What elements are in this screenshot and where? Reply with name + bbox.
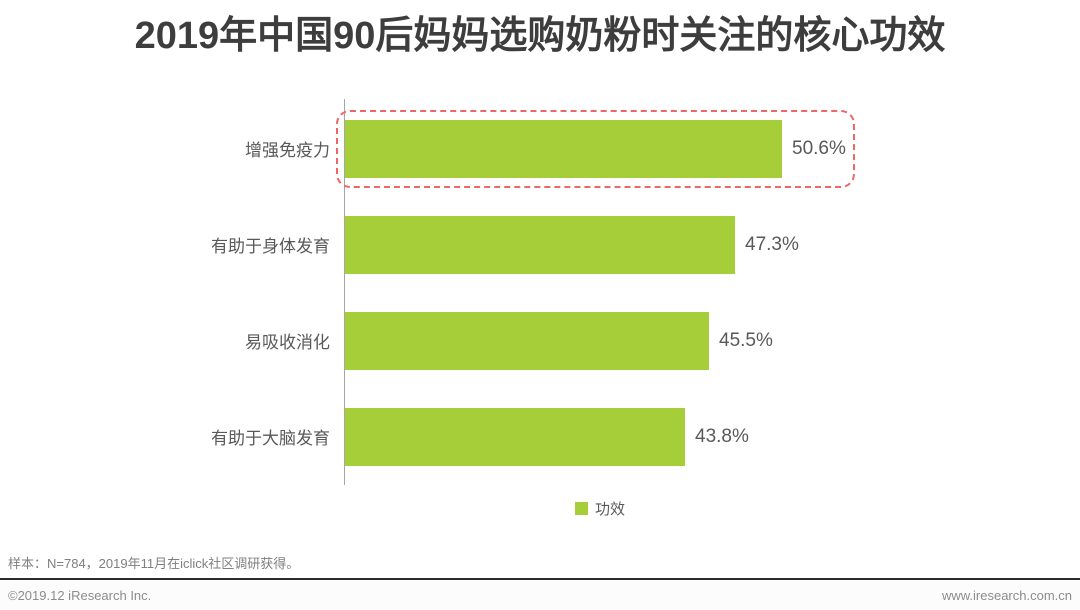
bar-row: 增强免疫力 50.6% [0,101,880,197]
footer-bar: ©2019.12 iResearch Inc. www.iresearch.co… [0,578,1080,610]
bar [345,215,735,274]
chart-title: 2019年中国90后妈妈选购奶粉时关注的核心功效 [134,15,946,57]
copyright-text: ©2019.12 iResearch Inc. [8,587,152,603]
legend: 功效 [345,498,855,519]
value-label: 45.5% [719,329,773,351]
value-label: 50.6% [792,137,846,159]
plot-cell: 43.8% [345,389,880,485]
value-label: 43.8% [695,425,749,447]
plot-cell: 45.5% [345,293,880,389]
category-label: 易吸收消化 [245,333,330,353]
y-axis-line [344,98,345,485]
plot-cell: 47.3% [345,197,880,293]
website-link[interactable]: www.iresearch.com.cn [941,587,1072,603]
category-label: 有助于大脑发育 [211,429,330,449]
legend-label: 功效 [594,500,625,518]
bar-rows: 增强免疫力 50.6% 有助于身体发育 47.3% 易吸收消化 45.5% 有助于大脑发育 4… [0,101,880,485]
bar-row: 有助于身体发育 47.3% [0,197,880,293]
bar-chart: 增强免疫力 50.6% 有助于身体发育 47.3% 易吸收消化 45.5% 有助于大脑发育 4… [0,98,880,519]
category-label: 增强免疫力 [245,141,330,161]
bar-row: 易吸收消化 45.5% [0,293,880,389]
bar [345,311,709,370]
bar [345,119,782,178]
value-label: 47.3% [745,233,799,255]
bar-row: 有助于大脑发育 43.8% [0,389,880,485]
plot-cell: 50.6% [336,101,880,197]
sample-note: 样本：N=784，2019年11月在iclick社区调研获得。 [8,556,300,571]
category-label: 有助于身体发育 [211,237,330,257]
bar [345,407,685,466]
legend-swatch [574,501,588,515]
